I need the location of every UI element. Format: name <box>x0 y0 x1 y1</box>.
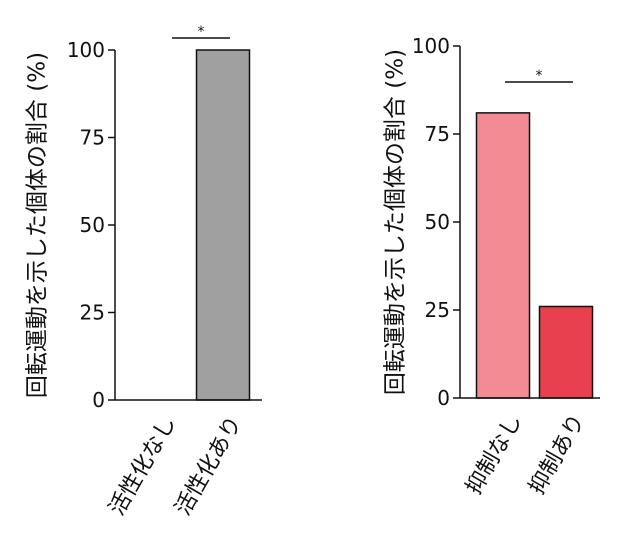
y-tick-label: 75 <box>425 122 450 146</box>
x-tick-label: 抑制なし <box>462 410 528 499</box>
y-tick-label: 100 <box>67 38 105 62</box>
x-tick-label: 抑制あり <box>525 410 591 499</box>
y-axis-label: 回転運動を示した個体の割合 (%) <box>25 52 51 398</box>
y-tick-label: 50 <box>80 213 105 237</box>
y-tick-label: 25 <box>425 298 450 322</box>
y-tick-label: 50 <box>425 210 450 234</box>
bar <box>538 305 594 399</box>
y-tick-label: 0 <box>437 386 450 410</box>
y-tick-label: 100 <box>412 34 450 58</box>
significance-mark: * <box>198 24 205 40</box>
y-tick-label: 25 <box>80 301 105 325</box>
bar <box>195 49 251 401</box>
significance-mark: * <box>536 68 543 84</box>
x-tick-label: 活性化あり <box>171 412 248 520</box>
y-tick-label: 75 <box>80 126 105 150</box>
y-tick-label: 0 <box>92 388 105 412</box>
x-tick-label: 活性化なし <box>105 412 182 520</box>
bar <box>475 112 531 399</box>
y-axis-label: 回転運動を示した個体の割合 (%) <box>383 49 409 395</box>
